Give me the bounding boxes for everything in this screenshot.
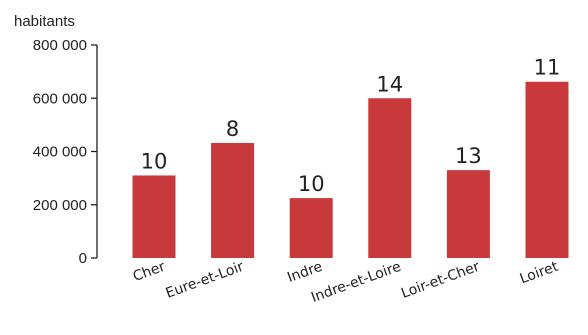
data-label: 13 bbox=[455, 144, 482, 168]
x-tick-label: Loiret bbox=[518, 259, 561, 288]
bar bbox=[446, 170, 490, 258]
data-labels: 10 8 10 14 13 11 bbox=[141, 56, 561, 196]
data-label: 8 bbox=[226, 117, 239, 141]
bars bbox=[132, 81, 569, 259]
bar bbox=[132, 175, 176, 258]
x-tick-label: Indre-et-Loire bbox=[309, 259, 403, 306]
x-tick-label: Loir-et-Cher bbox=[399, 259, 482, 302]
x-tick-label: Indre bbox=[285, 259, 324, 286]
x-tick-label: Eure-et-Loir bbox=[164, 259, 247, 302]
x-tick-label: Cher bbox=[131, 259, 168, 285]
y-axis-label: habitants bbox=[14, 13, 75, 30]
data-label: 10 bbox=[141, 149, 168, 173]
bar bbox=[525, 81, 569, 259]
data-label: 14 bbox=[376, 72, 403, 96]
y-tick-label: 400 000 bbox=[33, 144, 87, 161]
bar bbox=[289, 198, 333, 258]
bar bbox=[211, 142, 255, 258]
y-tick-label: 200 000 bbox=[33, 197, 87, 214]
y-tick-label: 600 000 bbox=[33, 90, 87, 107]
data-label: 11 bbox=[534, 56, 561, 80]
y-tick-label: 0 bbox=[79, 250, 87, 267]
data-label: 10 bbox=[298, 172, 325, 196]
y-axis: 0 200 000 400 000 600 000 800 000 bbox=[33, 37, 98, 267]
bar bbox=[368, 98, 412, 258]
y-tick-label: 800 000 bbox=[33, 37, 87, 54]
